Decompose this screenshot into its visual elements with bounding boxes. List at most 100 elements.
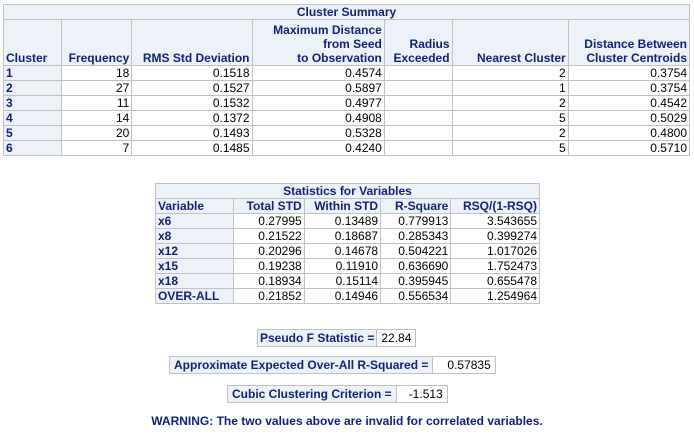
table-row: 4 14 0.1372 0.4908 5 0.5029 — [3, 110, 691, 126]
col-header-distance-centroids: Distance Between Cluster Centroids — [567, 19, 691, 66]
table-cell: 3.543655 — [450, 213, 540, 229]
table-cell: 0.1518 — [131, 65, 253, 81]
col-header-within-std: Within STD — [303, 198, 382, 214]
col-header-frequency: Frequency — [60, 19, 133, 66]
pseudo-f-value: 22.84 — [376, 329, 417, 347]
row-header: x12 — [154, 243, 235, 259]
table-cell: 7 — [60, 140, 133, 156]
table-cell: 0.4574 — [251, 65, 385, 81]
table-cell: 0.11910 — [303, 258, 382, 274]
statistics-for-variables-table: Statistics for Variables Variable Total … — [154, 183, 540, 304]
table-row: x15 0.19238 0.11910 0.636690 1.752473 — [154, 258, 540, 274]
col-header-variable: Variable — [154, 198, 235, 214]
row-header: x8 — [154, 228, 235, 244]
table-cell: 0.636690 — [380, 258, 452, 274]
table-cell: 14 — [60, 110, 133, 126]
table-cell: 1.254964 — [450, 288, 540, 304]
table-cell: 0.4240 — [251, 140, 385, 156]
table-cell — [383, 95, 453, 111]
table-row: 6 7 0.1485 0.4240 5 0.5710 — [3, 140, 691, 156]
row-header: x15 — [154, 258, 235, 274]
table-row: 3 11 0.1532 0.4977 2 0.4542 — [3, 95, 691, 111]
table-cell: 0.18687 — [303, 228, 382, 244]
row-header: x6 — [154, 213, 235, 229]
row-header: x18 — [154, 273, 235, 289]
table-row: x6 0.27995 0.13489 0.779913 3.543655 — [154, 213, 540, 229]
cluster-summary-table: Cluster Summary Cluster Frequency RMS St… — [3, 4, 691, 156]
col-header-max-distance: Maximum Distance from Seed to Observatio… — [251, 19, 385, 66]
row-header: 6 — [3, 140, 62, 156]
table-cell — [383, 65, 453, 81]
table-cell: 0.1527 — [131, 80, 253, 96]
table-cell — [383, 125, 453, 141]
table-row: x8 0.21522 0.18687 0.285343 0.399274 — [154, 228, 540, 244]
table-cell: 0.1532 — [131, 95, 253, 111]
row-header: 2 — [3, 80, 62, 96]
table-cell: 0.504221 — [380, 243, 452, 259]
table-cell — [383, 140, 453, 156]
table-cell: 0.4908 — [251, 110, 385, 126]
row-header: OVER-ALL — [154, 288, 235, 304]
table-cell: 1.017026 — [450, 243, 540, 259]
table-cell — [383, 80, 453, 96]
row-header: 3 — [3, 95, 62, 111]
cubic-clustering-criterion: Cubic Clustering Criterion = -1.513 — [227, 385, 448, 403]
ccc-label: Cubic Clustering Criterion = — [227, 385, 397, 403]
cluster-summary-title: Cluster Summary — [3, 4, 690, 20]
table-cell: 0.4542 — [567, 95, 691, 111]
approx-r2-value: 0.57835 — [432, 356, 496, 374]
table-cell: 0.21522 — [233, 228, 305, 244]
table-cell: 0.18934 — [233, 273, 305, 289]
pseudo-f-statistic: Pseudo F Statistic = 22.84 — [256, 329, 417, 347]
table-row: OVER-ALL 0.21852 0.14946 0.556534 1.2549… — [154, 288, 540, 304]
table-cell: 5 — [451, 110, 569, 126]
table-cell: 0.3754 — [567, 65, 691, 81]
col-header-nearest-cluster: Nearest Cluster — [451, 19, 569, 66]
table-cell: 0.4977 — [251, 95, 385, 111]
row-header: 4 — [3, 110, 62, 126]
col-header-rms: RMS Std Deviation — [131, 19, 253, 66]
col-header-rsq-ratio: RSQ/(1-RSQ) — [450, 198, 540, 214]
col-header-cluster: Cluster — [3, 19, 62, 66]
table-cell: 0.399274 — [450, 228, 540, 244]
table-cell: 0.19238 — [233, 258, 305, 274]
table-row: x12 0.20296 0.14678 0.504221 1.017026 — [154, 243, 540, 259]
table-cell: 2 — [451, 95, 569, 111]
table-cell: 1.752473 — [450, 258, 540, 274]
pseudo-f-label: Pseudo F Statistic = — [256, 329, 378, 347]
table-cell: 0.13489 — [303, 213, 382, 229]
table-cell: 0.655478 — [450, 273, 540, 289]
table-cell: 0.5029 — [567, 110, 691, 126]
col-header-total-std: Total STD — [233, 198, 305, 214]
table-cell: 18 — [60, 65, 133, 81]
col-header-radius-exceeded: Radius Exceeded — [383, 19, 453, 66]
table-cell: 0.1485 — [131, 140, 253, 156]
table-row: 5 20 0.1493 0.5328 2 0.4800 — [3, 125, 691, 141]
table-cell: 0.1372 — [131, 110, 253, 126]
table-cell: 0.5897 — [251, 80, 385, 96]
table-cell: 0.20296 — [233, 243, 305, 259]
col-header-r-square: R-Square — [380, 198, 452, 214]
table-cell: 0.14678 — [303, 243, 382, 259]
table-cell: 0.556534 — [380, 288, 452, 304]
approx-expected-r-squared: Approximate Expected Over-All R-Squared … — [168, 356, 496, 374]
table-cell: 2 — [451, 65, 569, 81]
table-cell: 5 — [451, 140, 569, 156]
warning-note: WARNING: The two values above are invali… — [151, 414, 543, 428]
table-cell: 0.5710 — [567, 140, 691, 156]
table-cell: 0.5328 — [251, 125, 385, 141]
table-cell: 20 — [60, 125, 133, 141]
table-cell — [383, 110, 453, 126]
table-cell: 0.14946 — [303, 288, 382, 304]
table-cell: 0.3754 — [567, 80, 691, 96]
table-cell: 0.4800 — [567, 125, 691, 141]
table-row: 1 18 0.1518 0.4574 2 0.3754 — [3, 65, 691, 81]
approx-r2-label: Approximate Expected Over-All R-Squared … — [168, 356, 434, 374]
table-cell: 0.779913 — [380, 213, 452, 229]
table-cell: 0.1493 — [131, 125, 253, 141]
table-cell: 2 — [451, 125, 569, 141]
ccc-value: -1.513 — [395, 385, 448, 403]
table-row: x18 0.18934 0.15114 0.395945 0.655478 — [154, 273, 540, 289]
table-cell: 0.21852 — [233, 288, 305, 304]
table-cell: 0.285343 — [380, 228, 452, 244]
